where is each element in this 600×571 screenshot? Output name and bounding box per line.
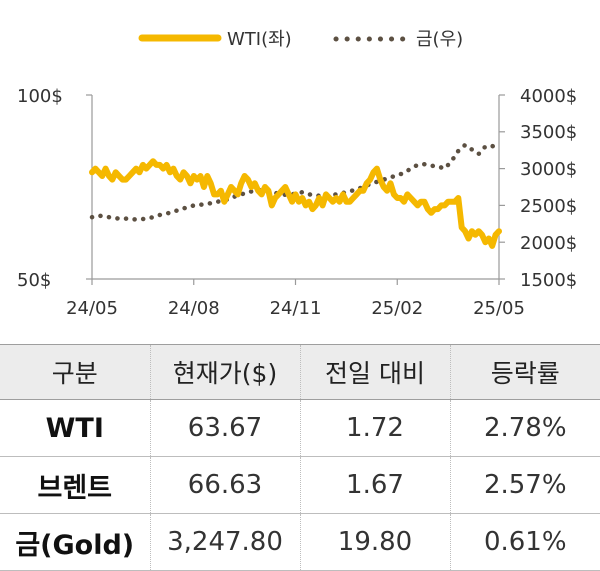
legend-label-wti: WTI(좌)	[227, 29, 292, 50]
x-tick-label-2411: 24/11	[270, 298, 322, 319]
table-row: 브렌트 66.63 1.67 2.57%	[0, 456, 600, 514]
cell-change: 1.72	[299, 399, 450, 457]
cell-rate: 0.61%	[449, 513, 600, 571]
chart-legend: WTI(좌) 금(우)	[138, 29, 463, 50]
right-tick-marks	[499, 94, 505, 280]
cell-rate: 2.78%	[449, 399, 600, 457]
series-line-wti	[89, 158, 502, 249]
cell-price: 3,247.80	[149, 513, 300, 571]
row-name-wti: WTI	[0, 399, 150, 457]
cell-price: 66.63	[149, 456, 300, 514]
row-name-brent: 브렌트	[0, 456, 150, 514]
x-tick-marks	[91, 279, 500, 285]
cell-rate: 2.57%	[449, 456, 600, 514]
header-change: 전일 대비	[299, 344, 450, 400]
x-tick-label-2405: 24/05	[66, 298, 118, 319]
header-current-price: 현재가($)	[149, 344, 300, 400]
oil-gold-price-chart: WTI(좌) 금(우) 100$ 50$ 4000$ 3500$ 3000$ 2…	[17, 29, 577, 319]
x-tick-label-2505: 25/05	[473, 298, 525, 319]
x-tick-label-2408: 24/08	[168, 298, 220, 319]
x-tick-label-2502: 25/02	[371, 298, 423, 319]
table-header-row: 구분 현재가($) 전일 대비 등락률	[0, 344, 600, 400]
right-tick-label-4000: 4000$	[520, 86, 577, 107]
header-category: 구분	[0, 344, 150, 400]
right-tick-label-1500: 1500$	[520, 270, 577, 291]
left-tick-label-100: 100$	[17, 86, 63, 107]
cell-change: 1.67	[299, 456, 450, 514]
cell-price: 63.67	[149, 399, 300, 457]
table-row: WTI 63.67 1.72 2.78%	[0, 399, 600, 457]
table-row: 금(Gold) 3,247.80 19.80 0.61%	[0, 513, 600, 571]
price-table: 구분 현재가($) 전일 대비 등락률 WTI 63.67 1.72 2.78%…	[0, 344, 600, 571]
left-tick-label-50: 50$	[17, 270, 51, 291]
right-tick-label-3000: 3000$	[520, 159, 577, 180]
right-tick-label-2500: 2500$	[520, 196, 577, 217]
row-name-gold: 금(Gold)	[0, 513, 150, 571]
cell-change: 19.80	[299, 513, 450, 571]
legend-label-gold: 금(우)	[416, 29, 463, 50]
right-tick-label-2000: 2000$	[520, 233, 577, 254]
header-change-rate: 등락률	[449, 344, 600, 400]
right-tick-label-3500: 3500$	[520, 122, 577, 143]
